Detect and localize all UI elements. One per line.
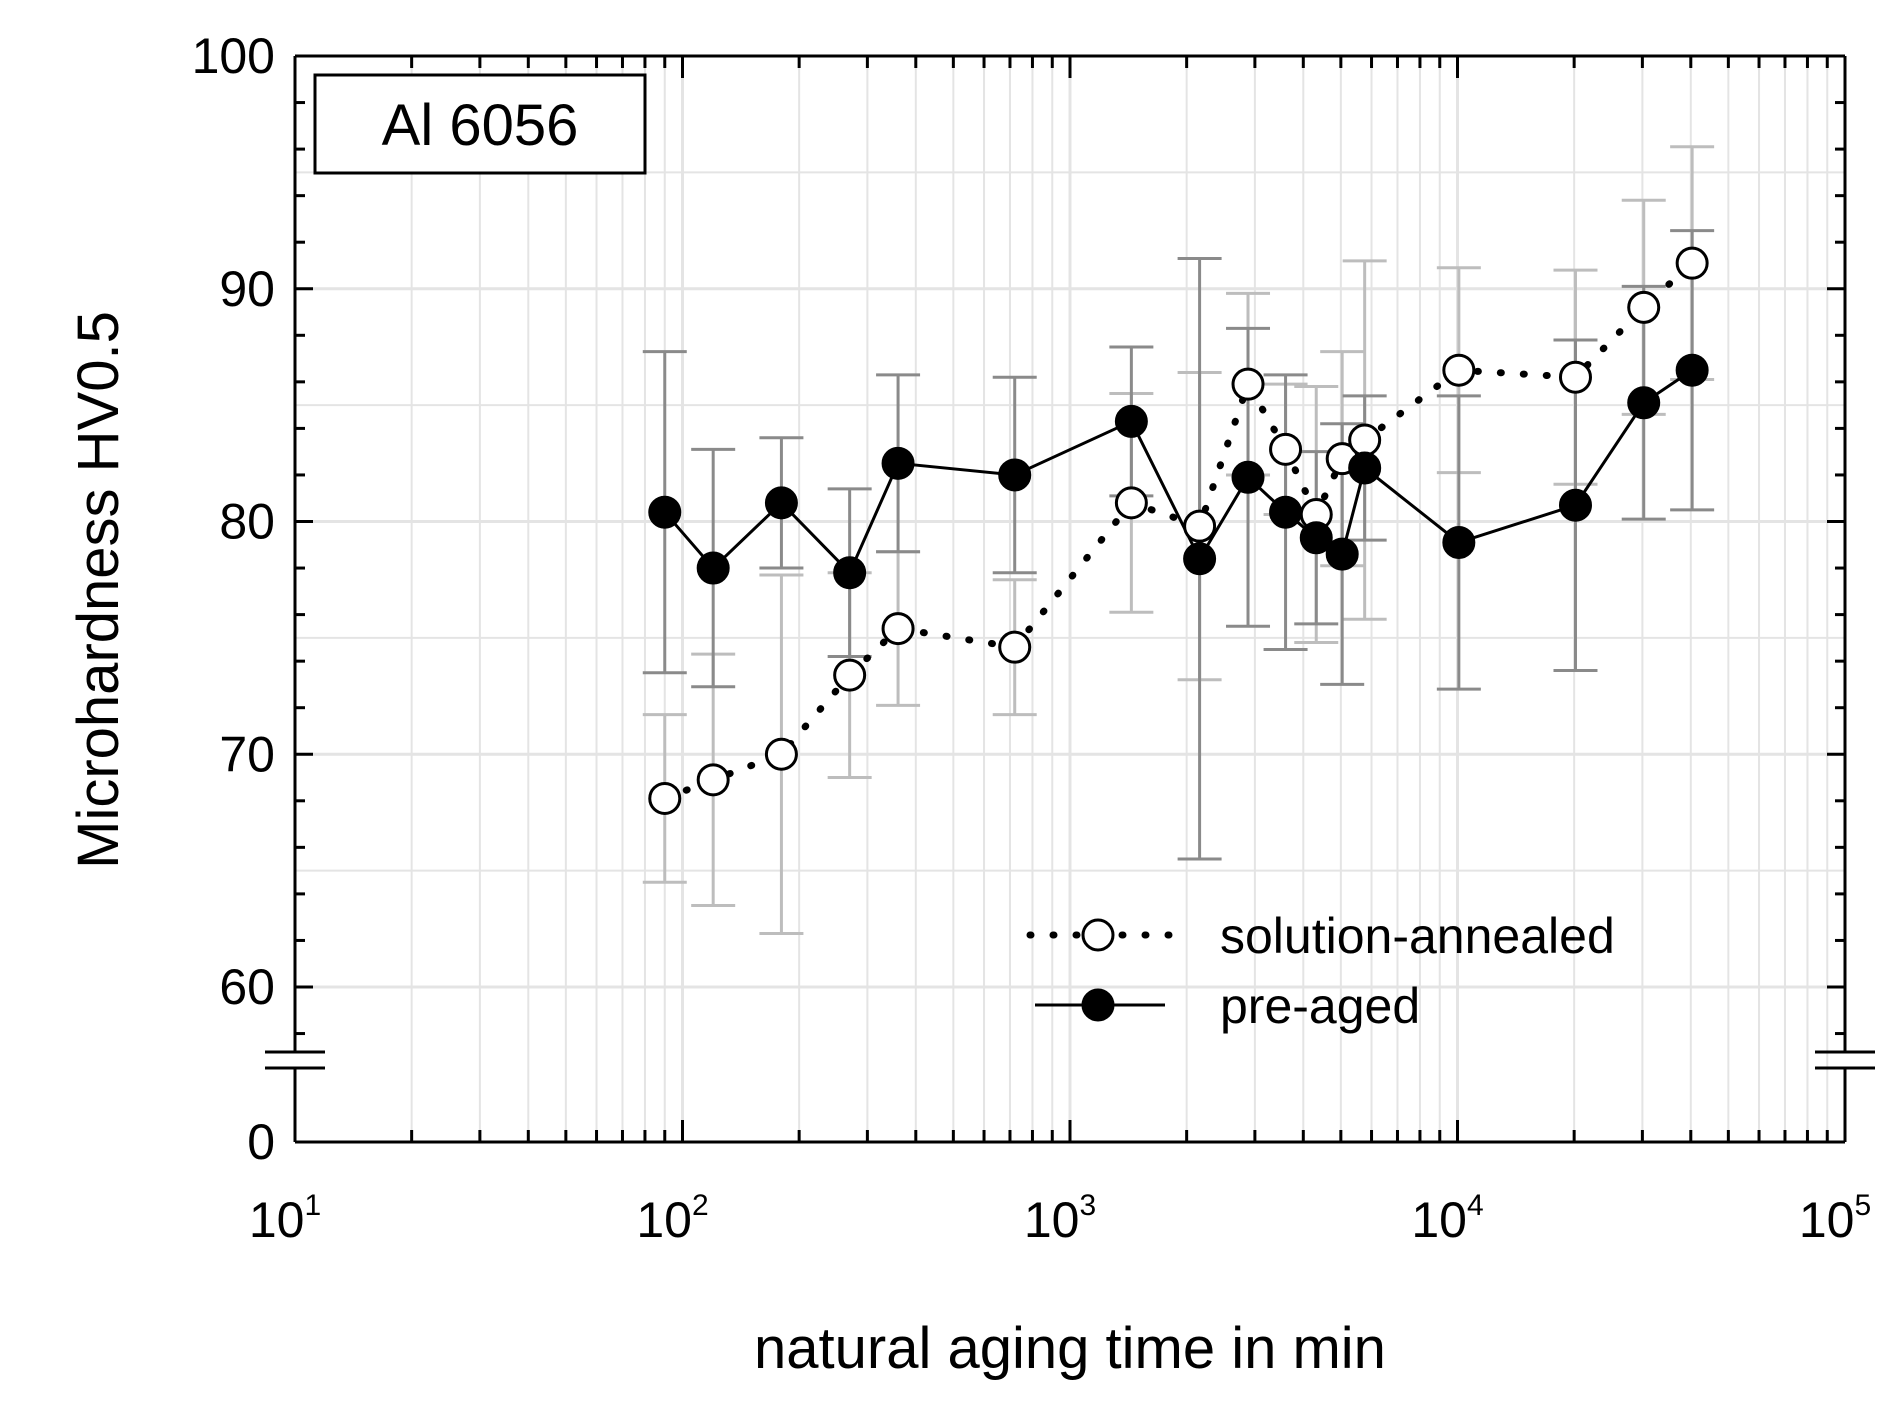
x-tick-label: 104 — [1411, 1189, 1483, 1248]
data-point-solution-annealed — [1231, 367, 1265, 401]
data-point-solution-annealed — [1269, 432, 1303, 466]
y-tick-label: 100 — [192, 28, 275, 84]
data-point-solution-annealed — [833, 658, 867, 692]
data-point-pre-aged — [1442, 525, 1476, 559]
data-point-pre-aged — [1348, 451, 1382, 485]
y-axis-label: Microhardness HV0.5 — [66, 311, 131, 869]
data-point-solution-annealed — [1114, 486, 1148, 520]
legend: solution-annealed pre-aged — [1026, 908, 1615, 1034]
data-point-solution-annealed — [764, 737, 798, 771]
data-point-solution-annealed — [1558, 360, 1592, 394]
x-tick-label: 102 — [636, 1189, 708, 1248]
data-point-solution-annealed — [648, 781, 682, 815]
data-point-solution-annealed — [1348, 423, 1382, 457]
data-point-pre-aged — [1114, 404, 1148, 438]
data-point-solution-annealed — [1183, 509, 1217, 543]
data-point-solution-annealed — [1442, 353, 1476, 387]
data-point-pre-aged — [1627, 386, 1661, 420]
series-lines — [661, 259, 1696, 802]
y-tick-label: 70 — [219, 726, 275, 782]
legend-marker-pre-aged — [1081, 988, 1115, 1022]
data-point-pre-aged — [833, 556, 867, 590]
data-markers — [648, 246, 1709, 815]
data-point-solution-annealed — [1675, 246, 1709, 280]
data-point-pre-aged — [998, 458, 1032, 492]
data-point-pre-aged — [696, 551, 730, 585]
data-point-pre-aged — [1231, 460, 1265, 494]
grid-lines — [295, 56, 1845, 1142]
error-bars — [642, 145, 1715, 935]
y-tick-label: 60 — [219, 959, 275, 1015]
data-point-pre-aged — [881, 446, 915, 480]
tick-labels: 0 60 70 80 90 100 101 102 103 104 105 — [192, 28, 1872, 1248]
annotation-box: Al 6056 — [313, 73, 647, 175]
x-tick-label: 101 — [249, 1189, 321, 1248]
data-point-pre-aged — [764, 486, 798, 520]
x-tick-label: 105 — [1799, 1189, 1871, 1248]
data-point-pre-aged — [1675, 353, 1709, 387]
series-line-solution-annealed — [661, 259, 1696, 802]
legend-label-pre-aged: pre-aged — [1220, 978, 1420, 1034]
data-point-solution-annealed — [696, 763, 730, 797]
y-tick-label: 90 — [219, 261, 275, 317]
annotation-text: Al 6056 — [382, 93, 579, 158]
data-point-solution-annealed — [1627, 290, 1661, 324]
data-point-pre-aged — [1299, 521, 1333, 555]
x-axis-label: natural aging time in min — [754, 1316, 1386, 1381]
axes — [265, 54, 1875, 1144]
series-line-pre-aged — [663, 368, 1693, 576]
data-point-pre-aged — [1269, 495, 1303, 529]
data-point-pre-aged — [1558, 488, 1592, 522]
y-tick-label: 0 — [247, 1114, 275, 1170]
data-point-solution-annealed — [998, 630, 1032, 664]
x-tick-label: 103 — [1024, 1189, 1096, 1248]
data-point-pre-aged — [1183, 542, 1217, 576]
legend-marker-solution-annealed — [1081, 918, 1115, 952]
data-point-pre-aged — [1325, 537, 1359, 571]
data-point-pre-aged — [648, 495, 682, 529]
y-tick-label: 80 — [219, 494, 275, 550]
data-point-solution-annealed — [881, 612, 915, 646]
legend-label-solution-annealed: solution-annealed — [1220, 908, 1615, 964]
